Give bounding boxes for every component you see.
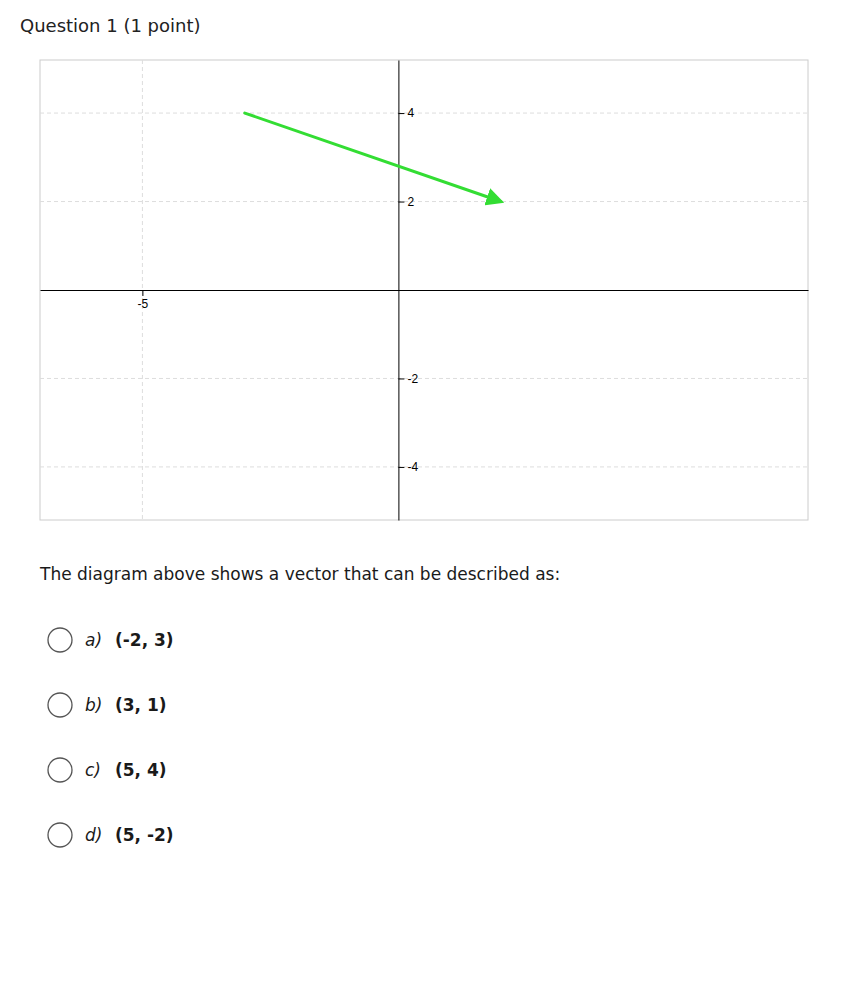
y-tick-label: 4 (407, 106, 414, 120)
radio-button[interactable] (48, 758, 72, 782)
x-axis: -5 (41, 290, 809, 311)
description: The diagram above shows a vector that ca… (39, 564, 560, 584)
radio-button[interactable] (48, 628, 72, 652)
y-tick: -4 (398, 460, 418, 474)
choice-text[interactable]: (5, 4) (115, 760, 167, 780)
y-tick: 4 (398, 106, 414, 120)
y-grid-line (40, 378, 808, 379)
y-axis: -4 -2 2 4 (398, 61, 418, 521)
choice[interactable]: d) (5, -2) (48, 823, 174, 847)
radio-button[interactable] (48, 823, 72, 847)
y-tick-mark (398, 113, 404, 114)
y-grid-line (40, 113, 808, 114)
chart-svg: Question 1 (1 point) -5 -4 -2 2 4 The diagram … (0, 0, 848, 990)
chart-container: Question 1 (1 point) -5 -4 -2 2 4 The diagram … (0, 0, 848, 990)
choice-label[interactable]: d) (85, 825, 102, 845)
choice[interactable]: a) (-2, 3) (48, 628, 174, 652)
choice-label[interactable]: a) (85, 630, 102, 650)
x-axis-line (41, 290, 809, 291)
y-grid-line (40, 201, 808, 202)
grid (40, 60, 808, 520)
y-tick-label: -2 (407, 372, 418, 386)
question: The diagram above shows a vector that ca… (39, 564, 560, 847)
x-tick: -5 (138, 290, 149, 311)
choice[interactable]: c) (5, 4) (48, 758, 167, 782)
choice-text[interactable]: (-2, 3) (115, 630, 174, 650)
y-tick-mark (398, 202, 404, 203)
y-tick-label: 2 (407, 195, 414, 209)
plot-frame (40, 60, 808, 520)
y-axis-line (398, 61, 399, 521)
y-tick-mark (398, 378, 404, 379)
vector (245, 113, 501, 201)
choice-label[interactable]: c) (85, 760, 101, 780)
x-tick-mark (142, 290, 143, 296)
y-tick: -2 (398, 372, 418, 386)
title: Question 1 (1 point) (20, 15, 201, 36)
radio-button[interactable] (48, 693, 72, 717)
choice[interactable]: b) (3, 1) (48, 693, 167, 717)
choice-label[interactable]: b) (85, 695, 102, 715)
y-tick: 2 (398, 195, 414, 209)
choice-text[interactable]: (3, 1) (115, 695, 167, 715)
y-tick-label: -4 (407, 460, 418, 474)
y-grid-line (40, 466, 808, 467)
x-tick-label: -5 (138, 297, 149, 311)
choice-text[interactable]: (5, -2) (115, 825, 174, 845)
marks (245, 113, 501, 201)
y-tick-mark (398, 467, 404, 468)
